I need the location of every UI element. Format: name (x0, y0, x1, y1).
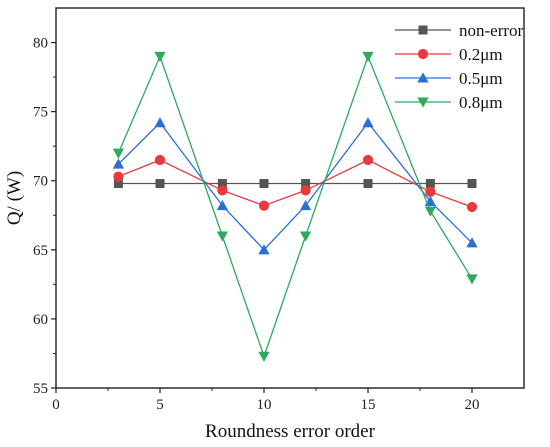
series-2 (112, 117, 478, 255)
data-point (300, 185, 311, 196)
y-tick-label: 60 (33, 312, 48, 328)
data-point (154, 51, 166, 62)
x-tick-label: 0 (52, 397, 60, 413)
data-point (362, 51, 374, 62)
y-tick-label: 75 (33, 105, 48, 121)
data-point (362, 117, 374, 128)
legend-item: non-error (395, 21, 524, 40)
series-0 (113, 178, 477, 188)
data-point (424, 206, 437, 217)
data-point (466, 201, 478, 213)
data-point (467, 178, 477, 188)
legend-marker (417, 48, 429, 60)
data-point (258, 200, 270, 211)
y-tick-label: 70 (33, 174, 48, 190)
legend-marker (417, 97, 429, 108)
data-point (216, 199, 229, 211)
legend-label: 0.2μm (459, 45, 503, 64)
y-tick-label: 65 (33, 243, 48, 259)
legend-item: 0.8μm (395, 93, 503, 112)
x-tick-label: 15 (361, 397, 376, 413)
series-3 (112, 51, 478, 362)
legend-label: non-error (459, 21, 524, 40)
data-point (363, 178, 373, 188)
legend-label: 0.5μm (459, 69, 503, 88)
y-axis-title: Q/ (W) (4, 171, 25, 225)
x-tick-label: 20 (465, 397, 480, 413)
data-point (301, 178, 311, 188)
x-axis-title: Roundness error order (205, 421, 376, 442)
legend: non-error 0.2μm 0.5μm 0.8μm (395, 21, 524, 112)
y-tick-label: 80 (33, 36, 48, 52)
data-point (154, 117, 166, 128)
y-tick-label: 55 (33, 381, 48, 397)
data-point (466, 237, 478, 248)
axes: 0 5 10 15 20 55 60 65 70 75 80 (33, 7, 525, 413)
data-point (299, 231, 312, 242)
data-point (113, 178, 123, 188)
data-point (258, 244, 270, 255)
data-point (425, 178, 435, 188)
data-point (217, 185, 228, 196)
legend-label: 0.8μm (459, 93, 503, 112)
x-tick-label: 5 (156, 397, 164, 413)
series-layer (112, 51, 478, 362)
legend-marker (417, 72, 429, 83)
data-point (154, 154, 166, 166)
data-point (299, 199, 312, 211)
data-point (217, 178, 227, 188)
series-line (117, 121, 473, 251)
data-point (362, 154, 374, 166)
data-point (155, 178, 165, 188)
data-point (425, 186, 436, 197)
legend-marker (418, 25, 428, 35)
plot-frame (55, 7, 525, 389)
data-point (259, 178, 269, 188)
data-point (216, 231, 229, 242)
data-point (466, 274, 478, 285)
legend-item: 0.2μm (395, 45, 503, 64)
x-tick-label: 10 (257, 397, 272, 413)
data-point (112, 148, 125, 159)
legend-item: 0.5μm (395, 69, 503, 88)
data-point (113, 171, 124, 182)
series-line (117, 54, 473, 359)
data-point (112, 158, 125, 169)
data-point (258, 351, 270, 362)
